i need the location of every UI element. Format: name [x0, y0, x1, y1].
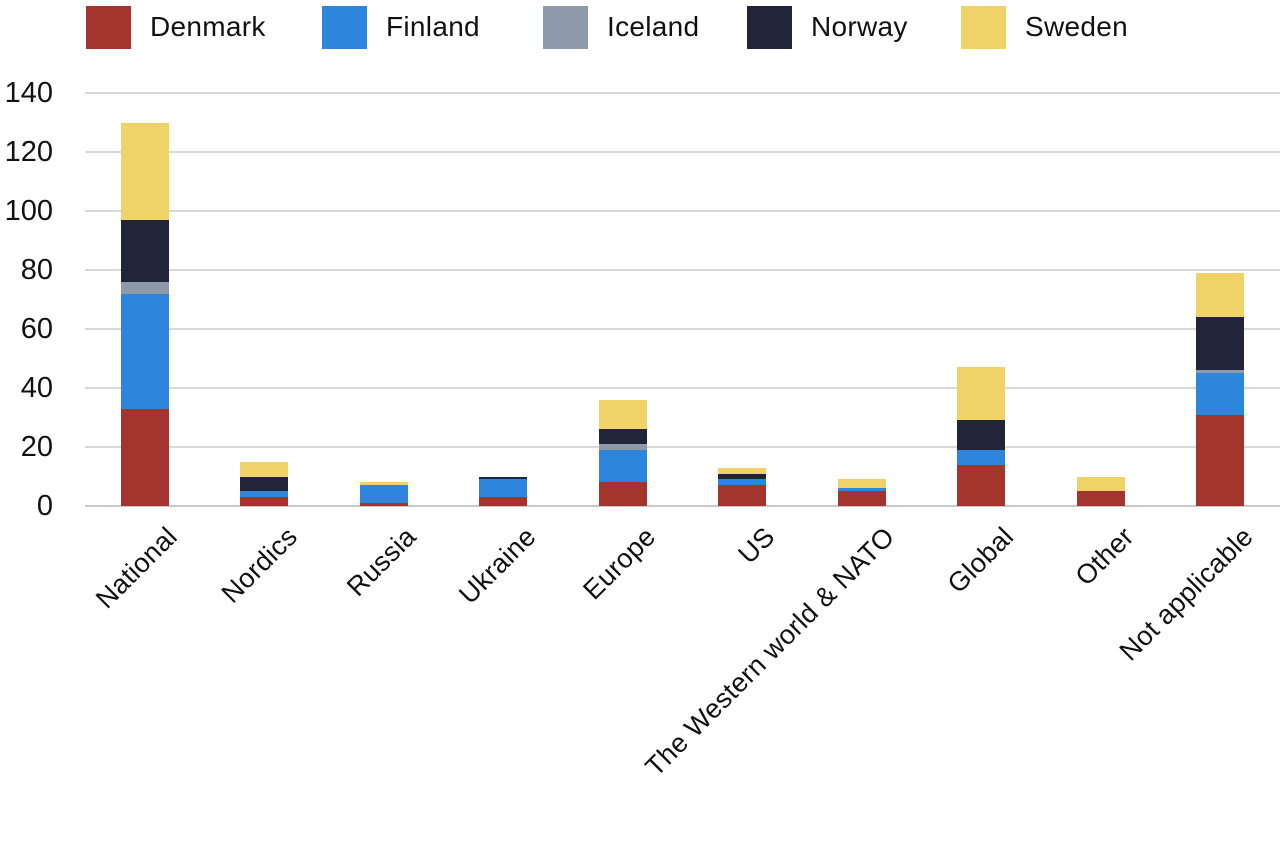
- x-label-national: National: [90, 521, 184, 615]
- gridline-120: [85, 151, 1280, 153]
- bar-segment-national-sweden: [120, 122, 169, 220]
- y-tick-label-140: 140: [4, 77, 53, 109]
- x-label-us: US: [732, 521, 781, 570]
- bar-global: [957, 367, 1006, 506]
- gridline-40: [85, 387, 1280, 389]
- legend-item-finland: Finland: [322, 5, 480, 49]
- bar-other: [1076, 476, 1125, 506]
- legend-swatch-iceland: [543, 5, 588, 49]
- gridline-100: [85, 210, 1280, 212]
- bar-segment-us-sweden: [718, 467, 767, 474]
- bar-segment-nordics-sweden: [240, 461, 289, 477]
- bar-segment-the-western-world-nato-finland: [837, 488, 886, 492]
- bar-segment-national-finland: [120, 293, 169, 409]
- bar-segment-the-western-world-nato-denmark: [837, 491, 886, 506]
- bar-segment-not-applicable-finland: [1196, 373, 1245, 415]
- x-label-nordics: Nordics: [215, 521, 303, 609]
- bar-the-western-world-nato: [837, 479, 886, 506]
- bar-not-applicable: [1196, 272, 1245, 506]
- bar-segment-other-denmark: [1076, 491, 1125, 506]
- legend-label-finland: Finland: [386, 11, 480, 42]
- bar-europe: [598, 399, 647, 506]
- legend-swatch-denmark: [86, 5, 131, 49]
- gridline-0: [85, 505, 1280, 507]
- legend-label-sweden: Sweden: [1025, 11, 1128, 42]
- bar-segment-us-denmark: [718, 485, 767, 506]
- bar-segment-global-denmark: [957, 464, 1006, 506]
- bar-segment-national-norway: [120, 219, 169, 282]
- bar-segment-nordics-finland: [240, 491, 289, 498]
- x-label-ukraine: Ukraine: [453, 521, 542, 610]
- bar-segment-europe-iceland: [598, 444, 647, 450]
- legend-swatch-finland: [322, 5, 367, 49]
- legend-item-denmark: Denmark: [86, 5, 266, 49]
- legend-swatch-sweden: [961, 5, 1006, 49]
- bar-segment-not-applicable-sweden: [1196, 272, 1245, 318]
- bar-segment-not-applicable-denmark: [1196, 414, 1245, 506]
- legend-item-norway: Norway: [747, 5, 908, 49]
- y-tick-label-80: 80: [20, 254, 53, 286]
- bar-segment-russia-sweden: [359, 482, 408, 486]
- bar-segment-the-western-world-nato-sweden: [837, 479, 886, 489]
- legend-label-norway: Norway: [811, 11, 908, 42]
- bar-us: [718, 467, 767, 506]
- bar-segment-global-finland: [957, 449, 1006, 465]
- y-tick-label-120: 120: [4, 136, 53, 168]
- x-label-europe: Europe: [577, 521, 662, 606]
- y-tick-label-20: 20: [20, 431, 53, 463]
- bar-nordics: [240, 461, 289, 506]
- y-tick-label-60: 60: [20, 313, 53, 345]
- x-label-other: Other: [1069, 521, 1140, 592]
- bar-segment-not-applicable-norway: [1196, 317, 1245, 371]
- bar-segment-ukraine-denmark: [479, 497, 528, 506]
- legend-item-sweden: Sweden: [961, 5, 1128, 49]
- y-tick-label-100: 100: [4, 195, 53, 227]
- x-label-global: Global: [942, 521, 1020, 599]
- bar-national: [120, 122, 169, 506]
- bar-segment-russia-denmark: [359, 503, 408, 506]
- gridline-140: [85, 92, 1280, 94]
- bar-segment-europe-norway: [598, 429, 647, 445]
- gridline-80: [85, 269, 1280, 271]
- y-tick-label-40: 40: [20, 372, 53, 404]
- bar-segment-nordics-denmark: [240, 497, 289, 506]
- bar-segment-us-norway: [718, 473, 767, 480]
- bar-segment-nordics-norway: [240, 476, 289, 492]
- legend-item-iceland: Iceland: [543, 5, 699, 49]
- bar-segment-europe-finland: [598, 449, 647, 483]
- legend-label-iceland: Iceland: [607, 11, 700, 42]
- legend-swatch-norway: [747, 5, 792, 49]
- gridline-20: [85, 446, 1280, 448]
- legend-label-denmark: Denmark: [150, 11, 266, 42]
- bar-ukraine: [479, 476, 528, 506]
- bar-segment-europe-denmark: [598, 482, 647, 506]
- bar-segment-russia-finland: [359, 485, 408, 504]
- y-tick-label-0: 0: [36, 490, 53, 522]
- x-label-the-western-world-nato: The Western world & NATO: [639, 521, 901, 783]
- bar-segment-national-iceland: [120, 281, 169, 294]
- bar-segment-ukraine-finland: [479, 479, 528, 498]
- bar-russia: [359, 482, 408, 506]
- bar-segment-global-norway: [957, 420, 1006, 450]
- gridline-60: [85, 328, 1280, 330]
- bar-segment-europe-sweden: [598, 399, 647, 430]
- bar-segment-national-denmark: [120, 408, 169, 506]
- bar-segment-global-sweden: [957, 367, 1006, 421]
- bar-segment-ukraine-norway: [479, 476, 528, 480]
- x-label-russia: Russia: [341, 521, 423, 603]
- bar-segment-not-applicable-iceland: [1196, 370, 1245, 374]
- bar-segment-us-finland: [718, 479, 767, 486]
- bar-segment-other-sweden: [1076, 476, 1125, 492]
